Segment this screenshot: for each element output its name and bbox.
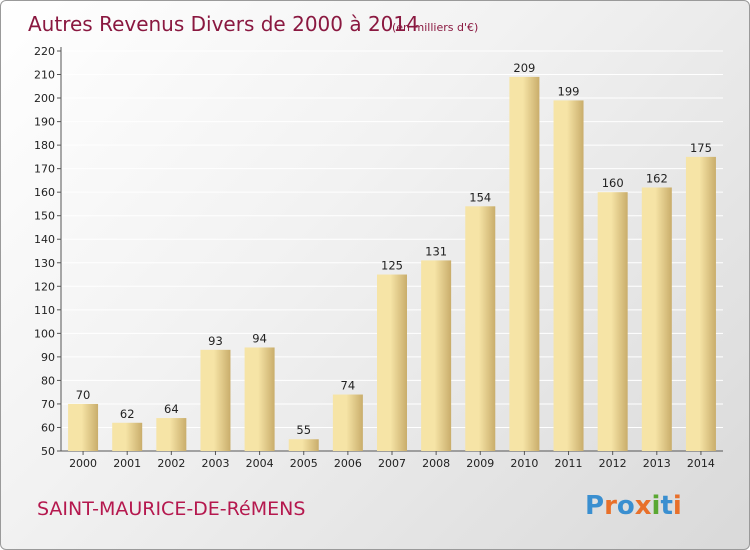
bar-2004 — [244, 347, 275, 451]
logo-letter: o — [616, 491, 635, 521]
logo-letter: i — [672, 491, 682, 521]
y-tick-label: 210 — [34, 69, 55, 82]
x-tick-label-2014: 2014 — [687, 457, 715, 470]
bar-2003 — [200, 349, 231, 451]
x-tick-label-2005: 2005 — [290, 457, 318, 470]
value-label-2005: 55 — [296, 423, 311, 437]
bar-2006 — [332, 394, 363, 451]
bar-2008 — [421, 260, 452, 451]
x-tick-label-2003: 2003 — [201, 457, 229, 470]
bar-2010 — [509, 76, 540, 451]
x-tick-label-2013: 2013 — [643, 457, 671, 470]
bars — [68, 76, 716, 452]
y-tick-label: 80 — [41, 374, 55, 387]
logo-letter: P — [585, 491, 605, 521]
bar-2014 — [685, 156, 716, 451]
y-tick-label: 70 — [41, 398, 55, 411]
bar-2013 — [641, 187, 672, 451]
y-tick-label: 60 — [41, 421, 55, 434]
y-tick-labels: 50 60 70 80 90 100 110 120 130 140 150 160 170 180 190… — [34, 45, 55, 458]
value-label-2012: 160 — [602, 176, 624, 190]
commune-name: SAINT-MAURICE-DE-RéMENS — [37, 498, 305, 520]
value-label-2006: 74 — [341, 379, 356, 393]
value-label-2010: 209 — [513, 61, 535, 75]
x-tick-label-2006: 2006 — [334, 457, 362, 470]
bar-2005 — [288, 439, 319, 451]
bar-2007 — [377, 274, 407, 451]
value-label-2009: 154 — [469, 190, 491, 204]
value-label-2003: 93 — [208, 334, 223, 348]
value-label-2004: 94 — [252, 331, 267, 345]
value-label-2000: 70 — [76, 388, 91, 402]
y-tick-label: 180 — [34, 139, 55, 152]
logo-letter: i — [651, 491, 661, 521]
y-tick-label: 50 — [41, 445, 55, 458]
y-tick-label: 170 — [34, 163, 55, 176]
y-tick-label: 140 — [34, 233, 55, 246]
value-labels: 70 62 64 93 94 55 74 125 131 154 209 199 160 162 175 — [76, 61, 712, 437]
x-tick-label-2008: 2008 — [422, 457, 450, 470]
x-tick-label-2009: 2009 — [466, 457, 494, 470]
value-label-2011: 199 — [558, 84, 580, 98]
y-tick-label: 110 — [34, 304, 55, 317]
y-tick-label: 130 — [34, 257, 55, 270]
bar-2001 — [112, 422, 143, 451]
y-tick-label: 100 — [34, 327, 55, 340]
x-tick-label-2012: 2012 — [599, 457, 627, 470]
value-label-2013: 162 — [646, 171, 668, 185]
value-label-2001: 62 — [120, 407, 135, 421]
logo-letter: x — [634, 491, 652, 521]
x-tick-label-2002: 2002 — [157, 457, 185, 470]
x-tick-label-2011: 2011 — [555, 457, 583, 470]
x-tick-label-2001: 2001 — [113, 457, 141, 470]
chart-subtitle: (en milliers d'€) — [392, 21, 478, 34]
bar-2012 — [597, 192, 628, 452]
y-tick-label: 150 — [34, 210, 55, 223]
value-label-2002: 64 — [164, 402, 179, 416]
logo-letter: t — [660, 491, 673, 521]
value-label-2007: 125 — [381, 259, 403, 273]
value-label-2014: 175 — [690, 141, 712, 155]
bar-2011 — [553, 100, 584, 451]
y-tick-label: 90 — [41, 351, 55, 364]
x-tick-labels: 2000 2001 2002 2003 2004 2005 2006 2007 2008 2009… — [69, 451, 715, 470]
y-tick-label: 190 — [34, 116, 55, 129]
y-tick-label: 160 — [34, 186, 55, 199]
proxiti-logo: Proxiti — [585, 491, 682, 521]
y-tick-label: 220 — [34, 45, 55, 58]
x-tick-label-2010: 2010 — [510, 457, 538, 470]
bar-2009 — [465, 206, 496, 451]
x-tick-label-2000: 2000 — [69, 457, 97, 470]
y-tick-label: 200 — [34, 92, 55, 105]
value-label-2008: 131 — [425, 244, 447, 258]
x-tick-label-2004: 2004 — [246, 457, 274, 470]
bar-2000 — [68, 403, 99, 451]
bar-2002 — [156, 418, 187, 451]
x-tick-label-2007: 2007 — [378, 457, 406, 470]
y-tick-label: 120 — [34, 280, 55, 293]
logo-letter: r — [604, 491, 617, 521]
chart-title: Autres Revenus Divers de 2000 à 2014 — [28, 12, 419, 36]
